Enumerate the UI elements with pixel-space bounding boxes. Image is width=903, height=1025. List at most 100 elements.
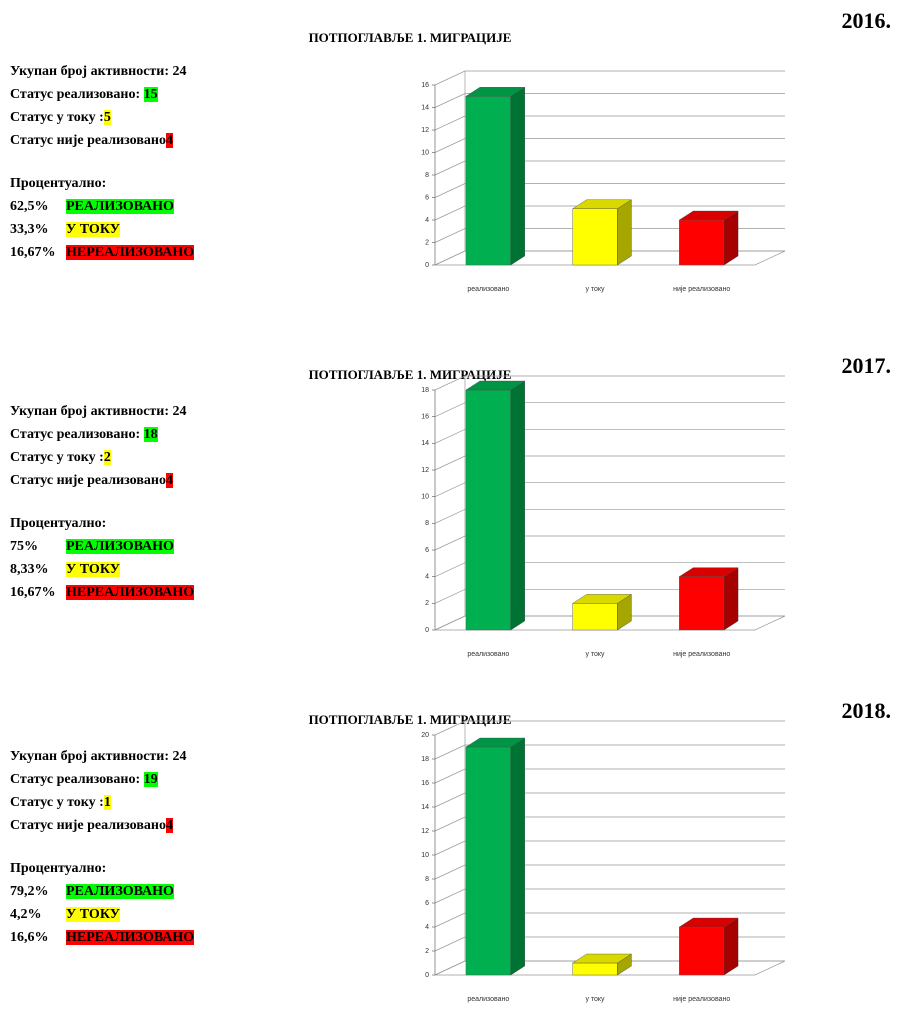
y-tick-label: 12 bbox=[421, 828, 429, 835]
percent-value: 16,67% bbox=[10, 585, 56, 600]
bar-side-shade bbox=[510, 87, 525, 265]
status-line: Статус у току :1 bbox=[10, 791, 194, 814]
status-label: Статус реализовано: bbox=[10, 427, 144, 442]
y-tick-label: 6 bbox=[425, 547, 429, 554]
percent-line: 8,33% У ТОКУ bbox=[10, 558, 194, 581]
chart: 0 2 4 6 8 10 12 14 16 реализовано у току није реали… bbox=[421, 70, 786, 293]
status-text: Укупан број активности: 24 Статус реализо… bbox=[10, 400, 195, 604]
status-label: Статус реализовано: bbox=[10, 772, 144, 787]
x-tick-label: реализовано bbox=[467, 286, 509, 293]
status-line: Статус није реализовано4 bbox=[10, 129, 194, 152]
y-tick-label: 16 bbox=[421, 82, 429, 89]
bar-side-shade bbox=[510, 738, 525, 975]
status-value: 2 bbox=[103, 450, 111, 465]
y-tick-label: 0 bbox=[425, 627, 429, 634]
percent-label: НЕРЕАЛИЗОВАНО bbox=[66, 245, 195, 260]
y-tick-label: 16 bbox=[421, 780, 429, 787]
status-value: 4 bbox=[165, 473, 173, 488]
x-tick-label: није реализовано bbox=[673, 996, 730, 1003]
status-text: Укупан број активности: 24 Статус реализо… bbox=[10, 60, 195, 264]
x-tick-label: није реализовано bbox=[673, 651, 730, 658]
bar bbox=[572, 208, 618, 266]
status-value: 18 bbox=[143, 427, 158, 442]
bar-side-shade bbox=[617, 594, 632, 630]
bar bbox=[465, 746, 511, 976]
percent-line: 62,5% РЕАЛИЗОВАНО bbox=[10, 195, 194, 218]
y-tick-label: 10 bbox=[421, 494, 429, 501]
bar bbox=[679, 219, 725, 266]
status-line: Статус у току :2 bbox=[10, 446, 194, 469]
bar-top bbox=[678, 210, 739, 221]
percent-heading: Процентуално: bbox=[10, 861, 107, 876]
percent-line: 4,2% У ТОКУ bbox=[10, 903, 194, 926]
status-value: 4 bbox=[165, 818, 173, 833]
bar-top-shade bbox=[572, 199, 632, 209]
status-line: Статус реализовано: 18 bbox=[10, 423, 194, 446]
y-tick-label: 10 bbox=[421, 149, 429, 156]
y-tick-label: 2 bbox=[425, 600, 429, 607]
percent-label: У ТОКУ bbox=[66, 907, 120, 922]
x-tick-label: у току bbox=[585, 996, 605, 1003]
bar-top-shade bbox=[465, 87, 525, 97]
section-title: ПОТПОГЛАВЉЕ 1. МИГРАЦИЈЕ bbox=[308, 30, 512, 45]
percent-value: 33,3% bbox=[10, 222, 49, 237]
percent-value: 4,2% bbox=[10, 907, 42, 922]
grid-line bbox=[434, 720, 785, 736]
status-label: Статус у току : bbox=[10, 795, 104, 810]
y-tick-label: 12 bbox=[421, 127, 429, 134]
status-value: 15 bbox=[143, 87, 158, 102]
x-tick-label: у току bbox=[585, 651, 605, 658]
bar-top bbox=[465, 380, 526, 391]
status-label: Статус у току : bbox=[10, 450, 104, 465]
total: Укупан број активности: 24 bbox=[10, 749, 187, 764]
bar-top bbox=[678, 917, 739, 928]
y-tick-label: 0 bbox=[425, 262, 429, 269]
x-tick-label: реализовано bbox=[467, 996, 509, 1003]
bar-top bbox=[465, 87, 526, 97]
percent-value: 79,2% bbox=[10, 884, 49, 899]
bar-side-shade bbox=[617, 199, 632, 265]
y-tick-label: 20 bbox=[421, 732, 429, 739]
status-value: 5 bbox=[103, 110, 111, 125]
grid-line bbox=[434, 70, 785, 86]
bar-top-shade bbox=[465, 738, 525, 747]
status-label: Статус у току : bbox=[10, 110, 104, 125]
y-tick-label: 4 bbox=[425, 924, 429, 931]
percent-label: У ТОКУ bbox=[66, 222, 120, 237]
section: 2016. ПОТПОГЛАВЉЕ 1. МИГРАЦИЈЕ Укупан број… bbox=[0, 0, 903, 335]
bar-top-shade bbox=[572, 954, 632, 963]
bar-side-shade bbox=[724, 918, 739, 975]
bar-top bbox=[465, 737, 526, 748]
chart: 0 2 4 6 8 10 12 14 16 18 реализовано у току није реа… bbox=[421, 375, 786, 658]
section: 2018. ПОТПОГЛАВЉЕ 1. МИГРАЦИЈЕ Укупан број… bbox=[0, 690, 903, 1025]
y-tick-label: 12 bbox=[421, 467, 429, 474]
y-tick-label: 4 bbox=[425, 574, 429, 581]
bar-top bbox=[571, 953, 633, 964]
status-text: Укупан број активности: 24 Статус реализо… bbox=[10, 745, 195, 949]
bar-top-shade bbox=[679, 567, 739, 577]
y-tick-label: 18 bbox=[421, 387, 429, 394]
y-tick-label: 16 bbox=[421, 414, 429, 421]
status-label: Статус није реализовано bbox=[10, 133, 166, 148]
percent-heading: Процентуално: bbox=[10, 176, 107, 191]
bar-top-shade bbox=[572, 594, 632, 604]
y-tick-label: 6 bbox=[425, 194, 429, 201]
bar-side-shade bbox=[724, 211, 739, 265]
section: 2017. ПОТПОГЛАВЉЕ 1. МИГРАЦИЈЕ Укупан број… bbox=[0, 345, 903, 680]
x-tick-label: у току bbox=[585, 286, 605, 293]
bar-top bbox=[678, 567, 739, 577]
percent-label: У ТОКУ bbox=[66, 562, 120, 577]
y-tick-label: 8 bbox=[425, 520, 429, 527]
percent-line: 16,67% НЕРЕАЛИЗОВАНО bbox=[10, 241, 195, 264]
status-line: Статус у току :5 bbox=[10, 106, 194, 129]
bar-side-shade bbox=[724, 567, 739, 630]
status-label: Статус није реализовано bbox=[10, 473, 166, 488]
year: 2016. bbox=[841, 8, 892, 33]
percent-line: 33,3% У ТОКУ bbox=[10, 218, 194, 241]
status-label: Статус није реализовано bbox=[10, 818, 166, 833]
bar bbox=[572, 962, 618, 976]
status-line: Статус реализовано: 19 bbox=[10, 768, 194, 791]
x-tick-label: није реализовано bbox=[673, 286, 730, 293]
status-line: Статус реализовано: 15 bbox=[10, 83, 194, 106]
status-value: 19 bbox=[143, 772, 158, 787]
